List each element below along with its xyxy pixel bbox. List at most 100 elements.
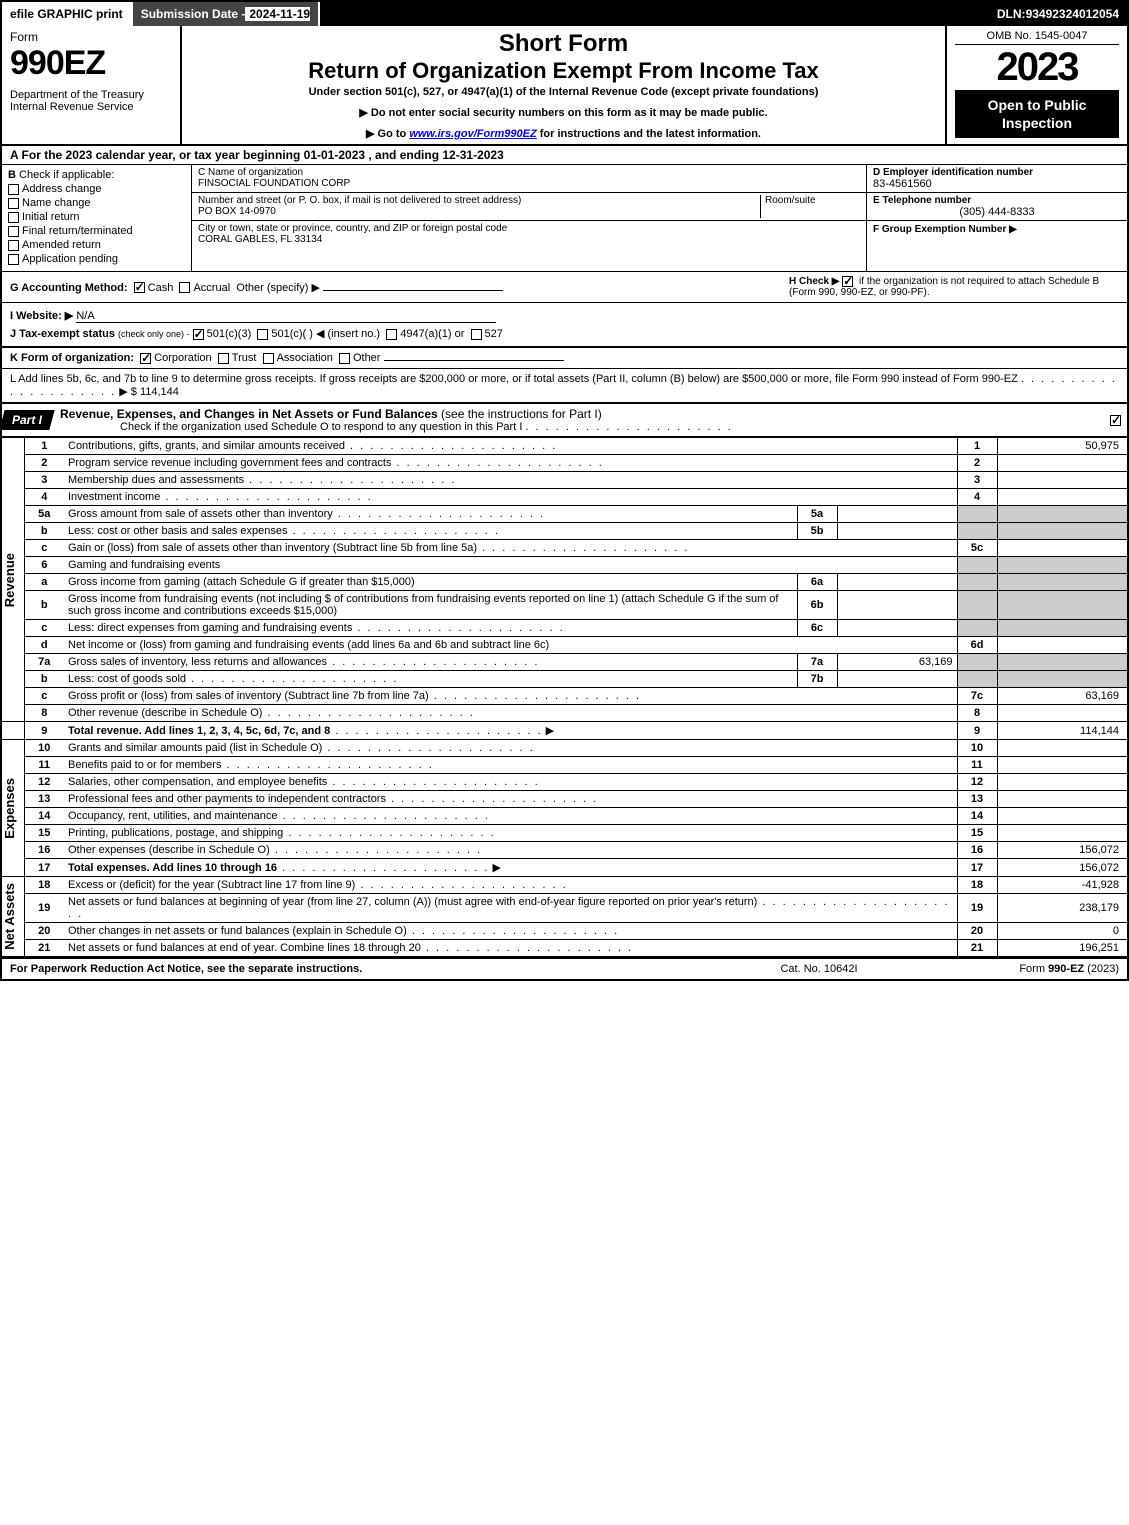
checkbox-icon[interactable] [339,353,350,364]
irs-link[interactable]: www.irs.gov/Form990EZ [409,128,536,140]
bcdef-block: B Check if applicable: Address change Na… [2,165,1127,272]
footer-right: Form 990-EZ (2023) [919,963,1119,975]
checkbox-icon[interactable] [1110,415,1121,426]
under-section: Under section 501(c), 527, or 4947(a)(1)… [192,86,935,98]
K-trust: Trust [232,352,257,364]
ln-4: 4 [24,489,64,506]
b-opt-0: Address change [22,183,102,195]
d-6: Gaming and fundraising events [64,557,957,574]
nc-13: 13 [957,791,997,808]
d-13: Professional fees and other payments to … [68,793,386,805]
checkbox-icon[interactable] [263,353,274,364]
sv-7a: 63,169 [837,654,957,671]
dln: DLN: 93492324012054 [989,2,1127,26]
checkbox-icon[interactable] [8,212,19,223]
footer-left: For Paperwork Reduction Act Notice, see … [10,963,719,975]
B-check-lbl: Check if applicable: [19,169,114,181]
d-19: Net assets or fund balances at beginning… [68,896,757,908]
checkbox-icon[interactable] [257,329,268,340]
G-other-blank[interactable] [323,290,503,291]
J-lbl: J Tax-exempt status [10,328,115,340]
part1-tag: Part I [6,410,48,430]
ln-1: 1 [24,438,64,455]
checkbox-icon[interactable] [8,198,19,209]
nc-7c: 7c [957,688,997,705]
checkbox-icon[interactable] [179,282,190,293]
v-4 [997,489,1127,506]
b-opt-3: Final return/terminated [22,225,133,237]
checkbox-icon[interactable] [8,226,19,237]
side-expenses: Expenses [2,778,17,839]
ln-5b: b [24,523,64,540]
sub-5b: 5b [797,523,837,540]
C-street: PO BOX 14-0970 [198,206,760,217]
nc-19: 19 [957,894,997,923]
b-opt-amended[interactable]: Amended return [8,239,185,251]
checkbox-icon[interactable] [8,240,19,251]
short-form-title: Short Form [192,30,935,58]
efile-label: efile GRAPHIC print [2,2,133,26]
b-opt-pending[interactable]: Application pending [8,253,185,265]
d-15: Printing, publications, postage, and shi… [68,827,283,839]
part1-title-paren: (see the instructions for Part I) [441,407,602,421]
d-17: Total expenses. Add lines 10 through 16 [68,862,277,874]
H-lbl: H Check ▶ [789,276,839,287]
v-1: 50,975 [997,438,1127,455]
H-check: H Check ▶ if the organization is not req… [789,276,1119,298]
b-opt-address[interactable]: Address change [8,183,185,195]
checkbox-icon[interactable] [218,353,229,364]
sub-6c: 6c [797,620,837,637]
K-other-blank[interactable] [384,360,564,361]
row-GH: G Accounting Method: Cash Accrual Other … [2,272,1127,303]
nc-14: 14 [957,808,997,825]
header-left: Form 990EZ Department of the Treasury In… [2,26,182,144]
ln-21: 21 [24,940,64,957]
checkbox-icon[interactable] [842,276,853,287]
d-4: Investment income [68,491,160,503]
v-18: -41,928 [997,877,1127,894]
nc-1: 1 [957,438,997,455]
checkbox-icon[interactable] [140,353,151,364]
checkbox-icon[interactable] [134,282,145,293]
footer-center: Cat. No. 10642I [719,963,919,975]
G-accounting: G Accounting Method: Cash Accrual Other … [10,281,789,294]
checkbox-icon[interactable] [471,329,482,340]
checkbox-icon[interactable] [8,254,19,265]
ln-7c: c [24,688,64,705]
v-17: 156,072 [997,859,1127,877]
K-assoc: Association [277,352,333,364]
sub-date: 2024-11-19 [245,7,310,21]
ln-3: 3 [24,472,64,489]
ln-8: 8 [24,705,64,722]
omb-number: OMB No. 1545-0047 [955,30,1119,45]
checkbox-icon[interactable] [386,329,397,340]
checkbox-icon[interactable] [193,329,204,340]
d-7c: Gross profit or (loss) from sales of inv… [68,690,429,702]
form-header: Form 990EZ Department of the Treasury In… [2,26,1127,146]
sub-7a: 7a [797,654,837,671]
d-14: Occupancy, rent, utilities, and maintena… [68,810,278,822]
b-opt-initial[interactable]: Initial return [8,211,185,223]
goto-link[interactable]: ▶ Go to www.irs.gov/Form990EZ for instru… [192,127,935,140]
sub-6b: 6b [797,591,837,620]
v-8 [997,705,1127,722]
ln-17: 17 [24,859,64,877]
ln-20: 20 [24,923,64,940]
part1-title-text: Revenue, Expenses, and Changes in Net As… [60,407,438,421]
nc-11: 11 [957,757,997,774]
top-bar: efile GRAPHIC print Submission Date - 20… [2,2,1127,26]
ln-9: 9 [24,722,64,740]
F-lbl: F Group Exemption Number ▶ [873,224,1017,235]
checkbox-icon[interactable] [8,184,19,195]
J-501c3: 501(c)(3) [207,328,252,340]
d-5a: Gross amount from sale of assets other t… [68,508,333,520]
ln-5a: 5a [24,506,64,523]
b-opt-name[interactable]: Name change [8,197,185,209]
form-label: Form [10,30,172,44]
ln-6a: a [24,574,64,591]
sv-6a [837,574,957,591]
dept-label: Department of the Treasury Internal Reve… [10,89,172,113]
C-name-lbl: C Name of organization [198,167,860,178]
b-opt-final[interactable]: Final return/terminated [8,225,185,237]
I-val: N/A [76,310,496,323]
